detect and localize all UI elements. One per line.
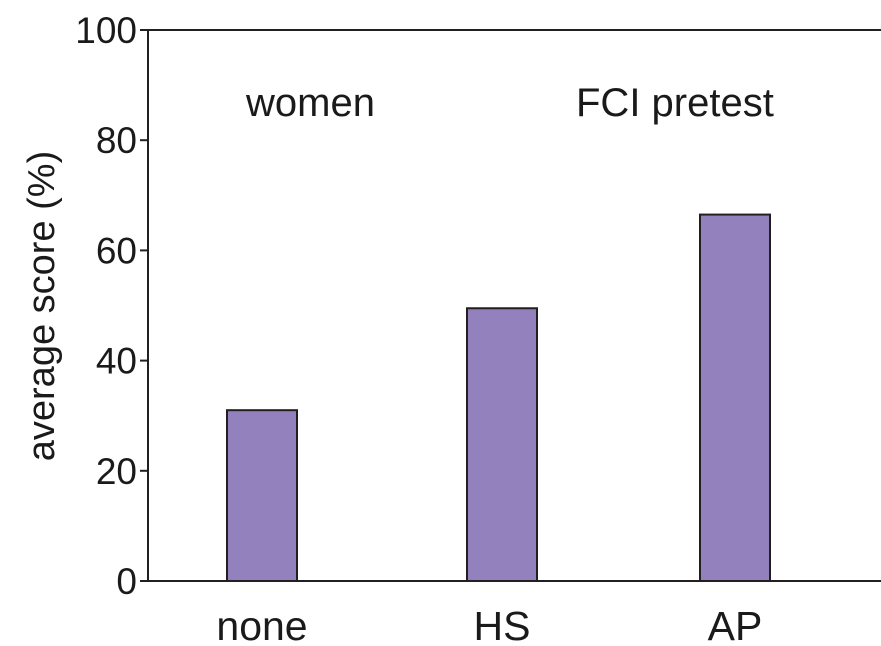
bars (226, 213, 771, 583)
x-tick-label: AP (708, 603, 763, 646)
x-tick-labels: none HS AP (216, 603, 762, 646)
bar-ap (699, 213, 771, 583)
bar-none (226, 409, 298, 582)
y-axis-title: average score (%) (21, 151, 63, 461)
y-tick-label: 20 (96, 451, 137, 492)
y-tick-label: 60 (96, 230, 137, 271)
y-tick-label: 0 (116, 561, 137, 602)
bar-hs (466, 307, 538, 582)
x-tick-label: HS (474, 603, 531, 646)
y-tick-label: 40 (96, 341, 137, 382)
y-tick-label: 100 (75, 10, 137, 51)
y-tick-label: 80 (96, 120, 137, 161)
x-tick-label: none (216, 603, 307, 646)
annotation-fci-pretest: FCI pretest (576, 81, 774, 125)
annotation-women: women (245, 81, 375, 125)
y-ticks: 0 20 40 60 80 100 (75, 10, 148, 602)
